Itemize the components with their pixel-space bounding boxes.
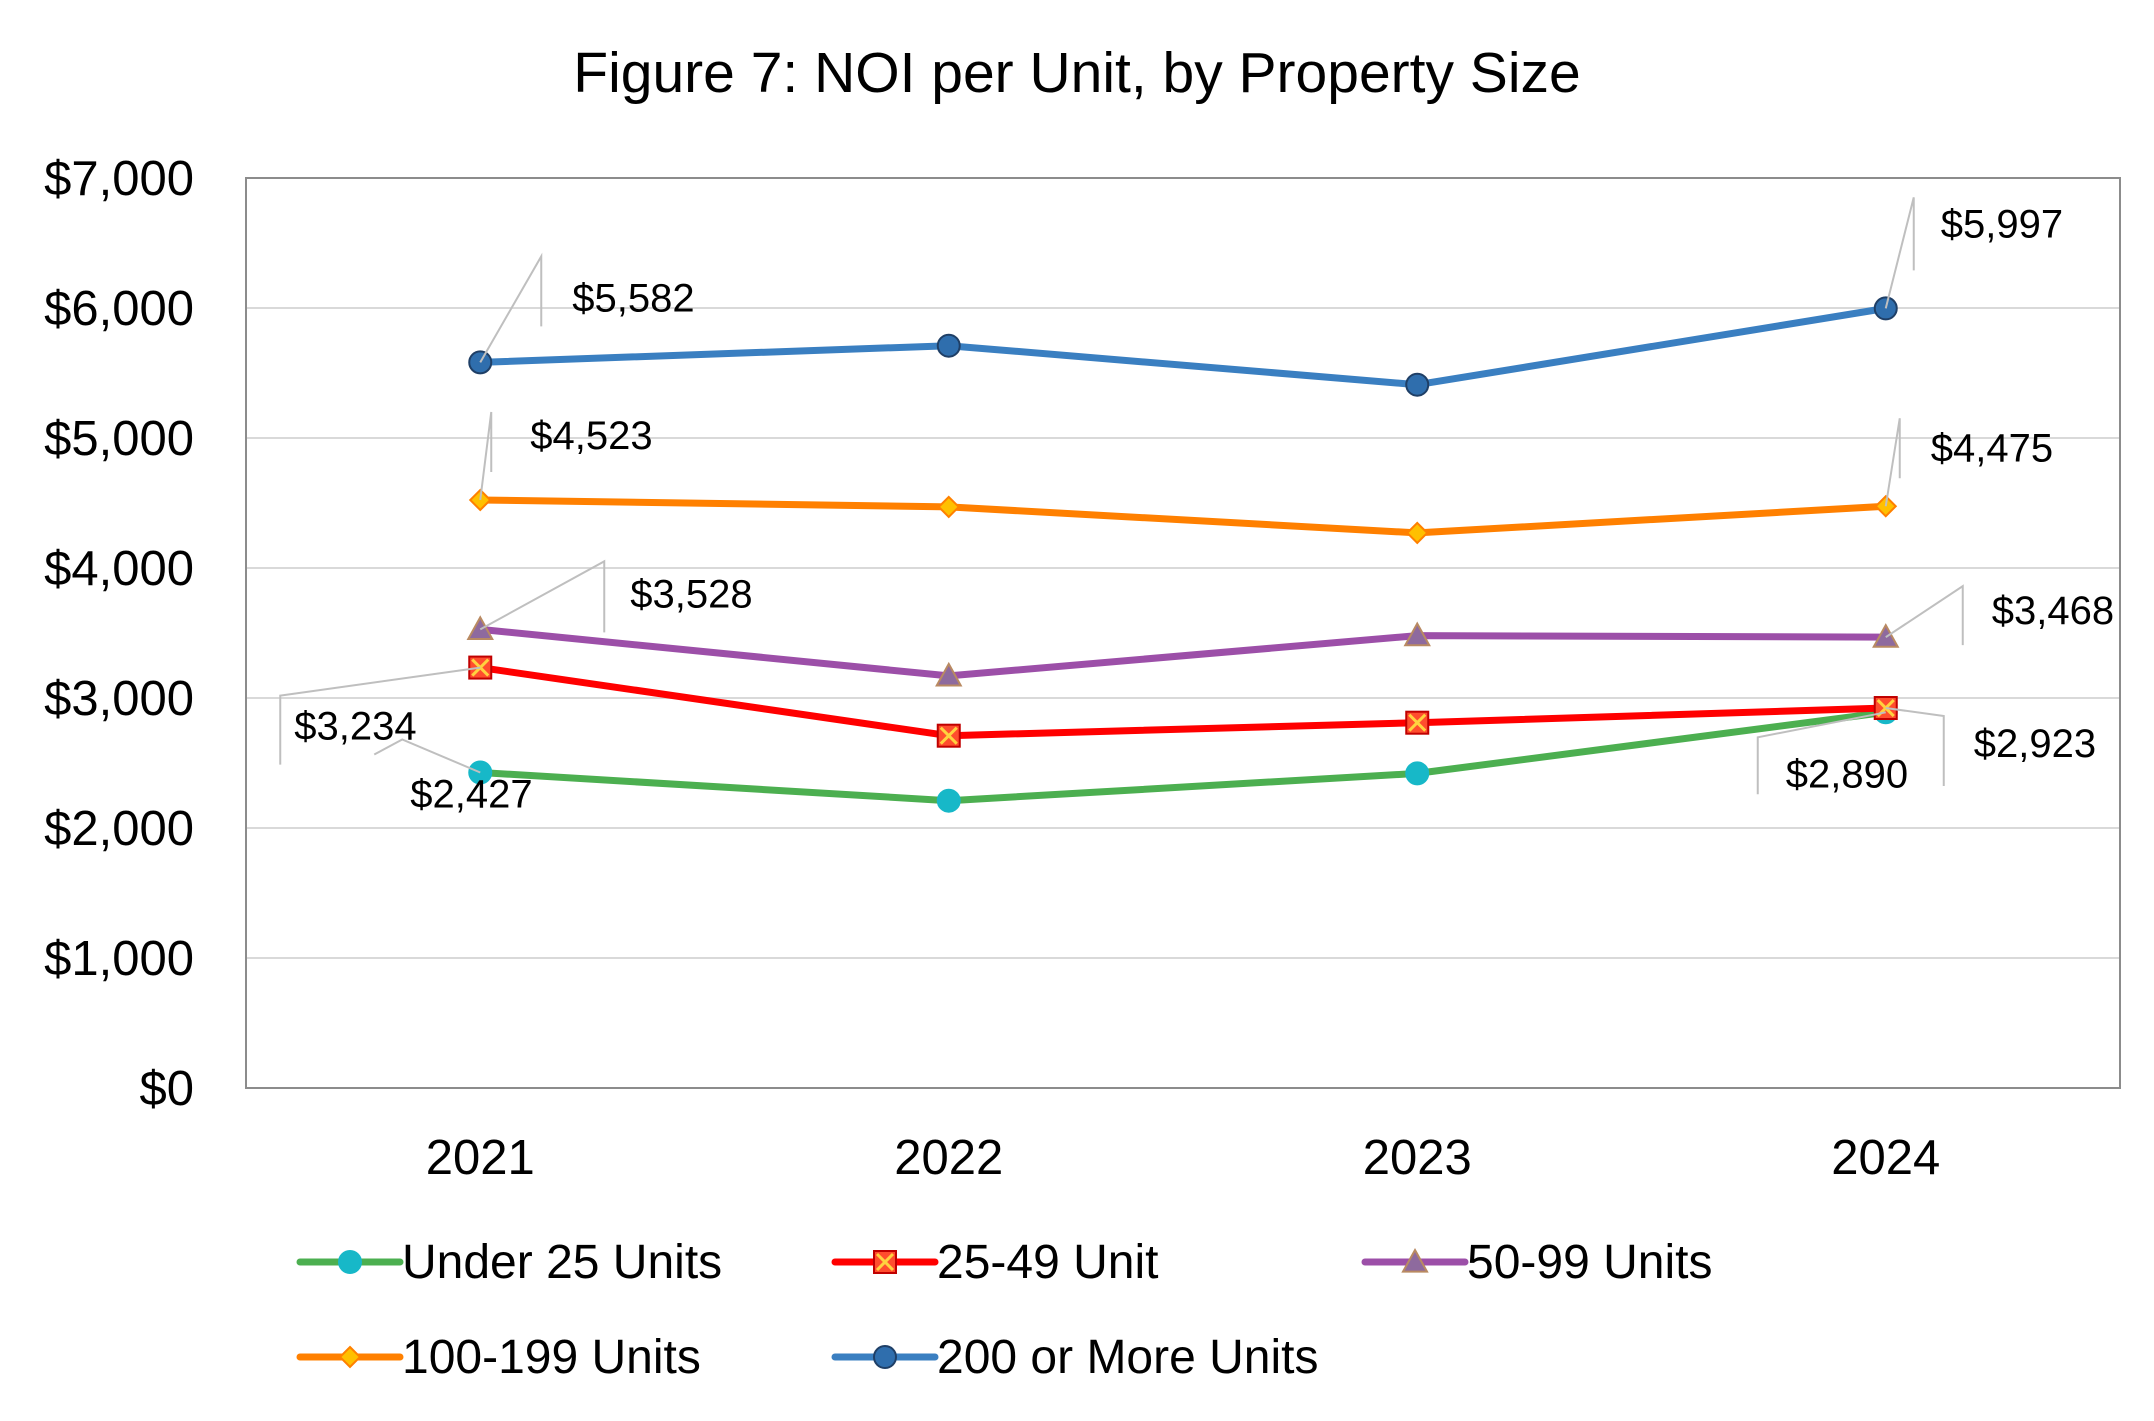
y-tick-label: $4,000 — [44, 542, 194, 596]
data-label: $2,427 — [410, 772, 532, 816]
legend-swatch-marker — [873, 1250, 897, 1274]
leader-line — [279, 666, 481, 765]
legend-label: Under 25 Units — [402, 1236, 722, 1289]
legend-entry-3: 50-99 Units — [1361, 1236, 1712, 1289]
data-point-shape — [466, 615, 494, 640]
data-point-shape — [1405, 521, 1429, 545]
data-label: $5,997 — [1941, 202, 2063, 246]
series-line — [476, 496, 1890, 537]
leader-line — [479, 252, 543, 363]
data-point — [1403, 621, 1431, 647]
data-label: $3,528 — [630, 572, 752, 616]
data-label: $4,475 — [1931, 426, 2053, 470]
data-point — [936, 723, 961, 748]
data-point — [1405, 710, 1430, 735]
data-point-cross-b — [939, 726, 958, 745]
data-point-cross-b — [1408, 713, 1427, 732]
leader-line — [1884, 197, 1915, 309]
x-tick-label: 2022 — [894, 1131, 1003, 1185]
series-group — [466, 296, 1900, 813]
data-point-shape — [936, 788, 961, 813]
series-line — [476, 664, 1890, 740]
leader-line — [1756, 711, 1886, 795]
plot-area-border — [245, 177, 2121, 1089]
data-point-shape — [1405, 761, 1430, 786]
data-point-shape — [937, 495, 961, 519]
legend-entry-5: 200 or More Units — [831, 1331, 1319, 1384]
data-labels: $2,427 $2,890 $3,234 $2,923 $3,528 $3,468 $4,5… — [279, 197, 2114, 816]
data-point-shape — [936, 333, 961, 358]
y-axis: $0 $1,000 $2,000 $3,000 $4,000 $5,000 $6,000 $7… — [44, 152, 194, 1116]
legend-swatch-marker — [338, 1345, 362, 1369]
legend-entry-2: 25-49 Unit — [831, 1236, 1158, 1289]
leader-line — [1885, 584, 1964, 646]
legend-swatch-marker-shape — [338, 1345, 362, 1369]
data-point — [935, 661, 963, 687]
data-point — [466, 615, 494, 640]
data-point — [1405, 761, 1430, 786]
leader-line — [479, 559, 606, 633]
series-4 — [468, 488, 1898, 545]
legend-swatch-marker — [338, 1250, 362, 1274]
x-tick-label: 2024 — [1831, 1131, 1940, 1185]
legend-swatch-marker-shape — [873, 1345, 897, 1369]
leader-line — [1884, 418, 1901, 507]
series-line — [476, 625, 1890, 680]
legend-label: 100-199 Units — [402, 1331, 701, 1384]
data-point-shape — [1403, 621, 1431, 647]
data-point — [936, 788, 961, 813]
leader-line — [479, 411, 493, 501]
x-tick-label: 2023 — [1363, 1131, 1472, 1185]
data-point — [937, 495, 961, 519]
x-tick-label: 2021 — [426, 1131, 535, 1185]
data-label: $2,890 — [1786, 752, 1908, 796]
legend-swatch-marker — [873, 1345, 897, 1369]
data-label: $5,582 — [572, 276, 694, 320]
series-3 — [466, 615, 1900, 687]
y-tick-label: $1,000 — [44, 932, 194, 986]
legend-swatch-marker — [1401, 1247, 1429, 1273]
data-point-shape — [1872, 623, 1900, 648]
y-tick-label: $0 — [139, 1062, 194, 1116]
y-tick-label: $2,000 — [44, 802, 194, 856]
legend-label: 25-49 Unit — [937, 1236, 1158, 1289]
y-tick-label: $3,000 — [44, 672, 194, 726]
legend-entry-1: Under 25 Units — [296, 1236, 722, 1289]
series-line — [476, 304, 1890, 389]
data-point — [1405, 521, 1429, 545]
y-tick-label: $7,000 — [44, 152, 194, 206]
series-2 — [468, 655, 1898, 748]
data-label: $3,234 — [294, 705, 416, 749]
data-point — [1872, 623, 1900, 648]
legend-label: 200 or More Units — [937, 1331, 1319, 1384]
chart-title: Figure 7: NOI per Unit, by Property Size — [573, 41, 1580, 105]
leader-line — [1885, 707, 1945, 787]
legend-entry-4: 100-199 Units — [296, 1331, 701, 1384]
data-point-shape — [935, 661, 963, 687]
data-point — [1405, 372, 1430, 397]
legend-swatch-marker-cross-b — [875, 1252, 895, 1272]
data-label: $2,923 — [1974, 722, 2096, 766]
legend-label: 50-99 Units — [1467, 1236, 1712, 1289]
legend-swatch-marker-shape — [1401, 1247, 1429, 1273]
data-label: $3,468 — [1992, 589, 2114, 633]
x-axis: 2021 2022 2023 2024 — [426, 1131, 1941, 1185]
legend: Under 25 Units 25-49 Unit 50-99 Units 100-1… — [296, 1236, 1712, 1384]
y-tick-label: $5,000 — [44, 412, 194, 466]
leader-line — [373, 738, 481, 774]
data-point — [936, 333, 961, 358]
data-point-shape — [1405, 372, 1430, 397]
gridlines — [246, 177, 2120, 959]
data-label: $4,523 — [530, 414, 652, 458]
series-line — [476, 708, 1890, 805]
y-tick-label: $6,000 — [44, 282, 194, 336]
legend-swatch-marker-shape — [338, 1250, 362, 1274]
series-1 — [468, 700, 1898, 813]
